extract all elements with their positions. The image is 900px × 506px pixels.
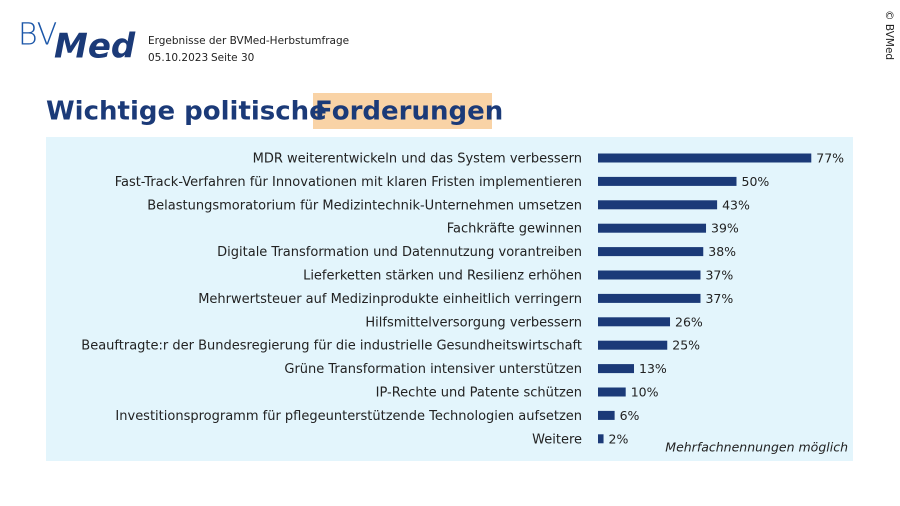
category-label: Belastungsmoratorium für Medizintechnik-… [147,198,582,213]
category-label: IP-Rechte und Patente schützen [376,386,582,401]
copyright: © BVMed [883,10,895,60]
value-label: 39% [711,221,739,236]
category-label: Lieferketten stärken und Resilienz erhöh… [303,269,582,284]
chart-title: Wichtige politische [46,97,327,127]
header-date: 05.10.2023 [148,52,208,64]
category-label: Fachkräfte gewinnen [447,222,582,237]
category-label: Grüne Transformation intensiver unterstü… [284,362,582,377]
bar [598,200,718,210]
value-label: 13% [639,361,667,376]
header-page: Seite 30 [211,52,254,64]
bar [598,410,615,420]
logo-bv: BV [18,18,57,53]
bar [598,223,707,233]
bar [598,247,704,257]
bar [598,317,671,327]
category-label: Beauftragte:r der Bundesregierung für di… [81,339,582,354]
value-label: 6% [620,408,640,423]
value-label: 25% [672,338,700,353]
bar [598,364,635,374]
chart-title-highlight: Forderungen [315,97,503,127]
category-label: MDR weiterentwickeln und das System verb… [253,152,582,167]
category-label: Fast-Track-Verfahren für Innovationen mi… [115,175,582,190]
note: Mehrfachnennungen möglich [665,440,848,455]
value-label: 37% [705,268,733,283]
chart-panel [46,137,853,461]
bar [598,434,604,444]
value-label: 37% [705,291,733,306]
bar [598,176,737,186]
category-label: Mehrwertsteuer auf Medizinprodukte einhe… [198,292,582,307]
value-label: 10% [631,385,659,400]
header-subtitle: Ergebnisse der BVMed-Herbstumfrage [148,35,349,47]
category-label: Hilfsmittelversorgung verbessern [365,315,582,330]
value-label: 26% [675,314,703,329]
logo-med: Med [54,27,136,67]
value-label: 38% [708,244,736,259]
value-label: 50% [742,174,770,189]
value-label: 2% [609,431,629,446]
value-label: 77% [816,151,844,166]
category-label: Weitere [532,432,582,447]
category-label: Investitionsprogramm für pflegeunterstüt… [115,409,582,424]
value-label: 43% [722,197,750,212]
category-label: Digitale Transformation und Datennutzung… [217,245,582,260]
title-highlight-bg [313,93,492,129]
bar [598,293,701,303]
bar [598,270,701,280]
bar [598,387,626,397]
bar [598,153,812,163]
bar [598,340,668,350]
